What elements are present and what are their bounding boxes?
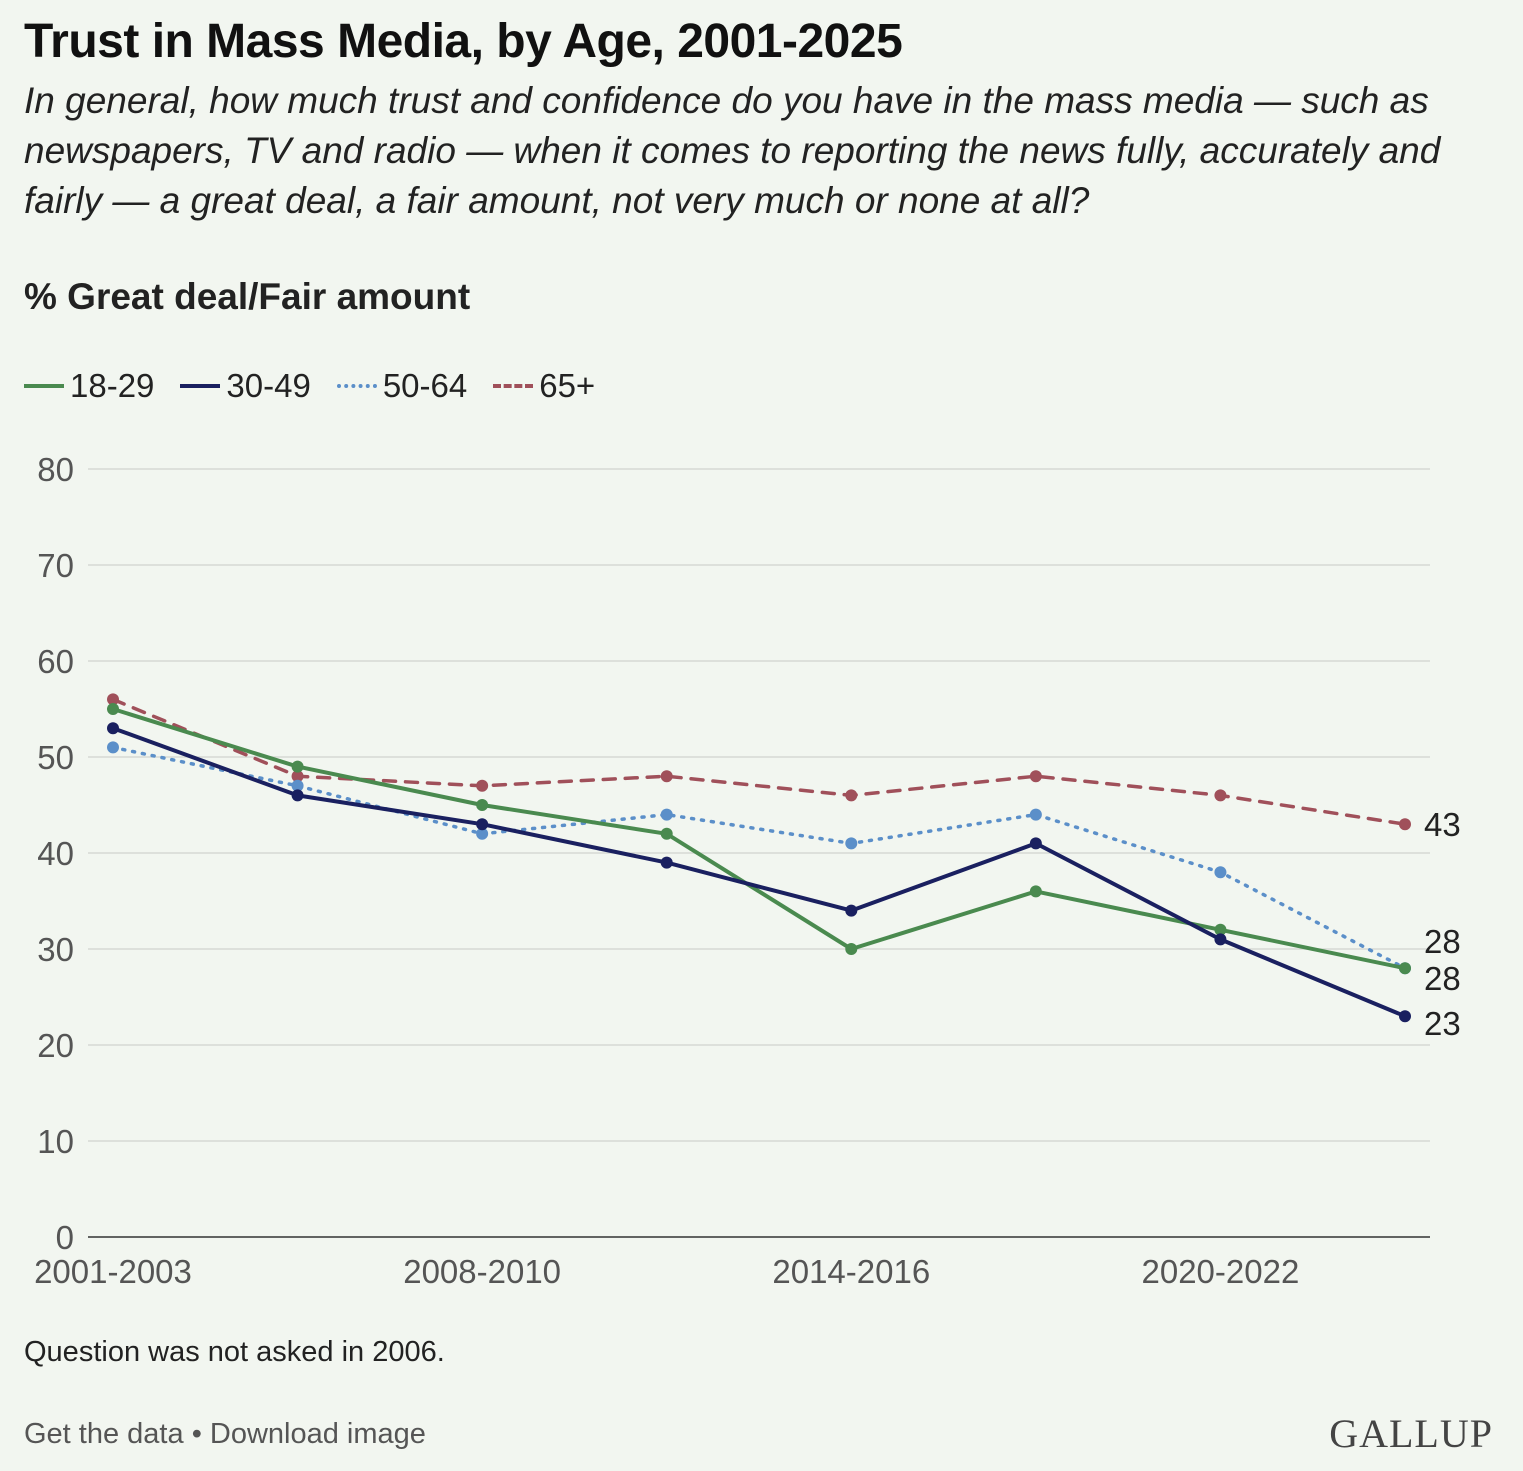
legend-swatch-18-29 (24, 384, 64, 388)
download-image-link[interactable]: Download image (209, 1418, 426, 1450)
y-tick-label: 20 (37, 1027, 74, 1064)
legend-swatch-50-64 (336, 384, 377, 388)
y-tick-label: 70 (37, 547, 74, 584)
data-point-50-64 (1029, 808, 1042, 821)
x-tick-label: 2001-2003 (34, 1253, 192, 1290)
data-point-65-plus (660, 770, 673, 783)
data-point-50-64 (845, 837, 858, 850)
legend-label-50-64: 50-64 (382, 367, 468, 404)
legend-item-50-64: 50-64 (336, 367, 468, 405)
data-point-30-49 (476, 818, 489, 831)
series-line-65-plus (111, 697, 1407, 826)
end-label-50-64: 28 (1424, 923, 1461, 960)
end-label-18-29: 28 (1424, 960, 1461, 997)
legend-swatch-30-49 (180, 384, 221, 388)
end-label-65-plus: 43 (1424, 806, 1461, 843)
legend-swatch-65-plus (493, 384, 534, 388)
legend-label-65-plus: 65+ (539, 367, 596, 404)
legend-item-65-plus: 65+ (493, 367, 595, 405)
data-point-30-49 (1029, 837, 1042, 850)
data-point-30-49 (845, 904, 858, 917)
y-tick-label: 80 (37, 451, 74, 488)
data-point-50-64 (107, 741, 119, 754)
data-point-65-plus (107, 693, 119, 706)
data-point-30-49 (107, 722, 119, 735)
y-tick-label: 40 (37, 835, 74, 872)
data-point-65-plus (476, 779, 489, 792)
data-point-18-29 (1214, 923, 1227, 936)
data-point-18-29 (107, 703, 119, 715)
footnote: Question was not asked in 2006. (24, 1336, 445, 1368)
data-point-18-29 (1029, 885, 1042, 898)
data-point-50-64 (660, 808, 673, 821)
legend-label-30-49: 30-49 (226, 367, 311, 404)
chart-subtitle: In general, how much trust and confidenc… (24, 80, 1441, 221)
footer-links: Get the data • Download image (24, 1418, 426, 1451)
y-tick-label: 10 (37, 1123, 74, 1160)
data-point-18-29 (291, 760, 304, 773)
end-label-30-49: 23 (1424, 1005, 1461, 1042)
data-point-18-29 (476, 799, 489, 811)
chart-title: Trust in Mass Media, by Age, 2001-2025 (24, 15, 903, 68)
data-point-30-49 (1214, 933, 1227, 946)
data-point-30-49 (291, 789, 304, 802)
data-point-65-plus (1029, 770, 1042, 783)
y-tick-label: 30 (37, 931, 74, 968)
data-point-65-plus (845, 789, 858, 802)
data-point-65-plus (1214, 789, 1227, 802)
data-point-18-29 (845, 943, 858, 955)
y-tick-label: 0 (56, 1219, 74, 1256)
get-data-link[interactable]: Get the data (24, 1418, 184, 1450)
legend-label-18-29: 18-29 (70, 367, 155, 404)
data-point-30-49 (1399, 1010, 1411, 1023)
data-point-50-64 (1214, 866, 1227, 879)
line-chart: 0 10 20 30 40 50 60 70 80 2001-2003 2008-2010 2014-… (34, 451, 1461, 1290)
series-line-30-49 (111, 726, 1407, 1019)
legend-item-30-49: 30-49 (180, 367, 311, 405)
y-tick-label: 50 (37, 739, 74, 776)
footer-separator: • (191, 1418, 202, 1450)
data-point-65-plus (1399, 818, 1411, 831)
legend-item-18-29: 18-29 (24, 367, 154, 405)
x-tick-label: 2014-2016 (772, 1253, 930, 1290)
data-point-18-29 (1399, 962, 1411, 975)
data-point-50-64 (476, 827, 489, 840)
legend: 18-29 30-49 50-64 65+ (24, 366, 621, 406)
data-point-18-29 (660, 827, 673, 840)
series-line-50-64 (111, 745, 1407, 970)
measure-label: % Great deal/Fair amount (24, 276, 471, 317)
series-line-18-29 (111, 707, 1407, 971)
data-point-50-64 (291, 779, 304, 792)
x-tick-label: 2020-2022 (1142, 1253, 1300, 1290)
gallup-logo: GALLUP (1329, 1411, 1493, 1456)
x-tick-label: 2008-2010 (403, 1253, 561, 1290)
data-point-30-49 (660, 856, 673, 869)
data-point-65-plus (291, 770, 304, 783)
y-tick-label: 60 (37, 643, 74, 680)
